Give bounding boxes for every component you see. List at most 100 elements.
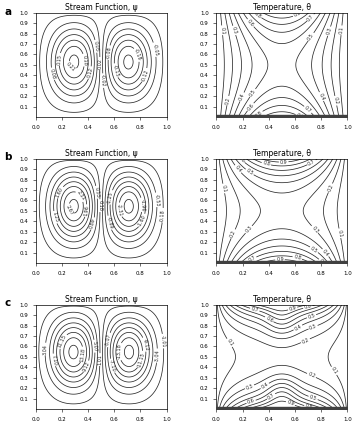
Text: 0.1: 0.1 — [339, 26, 344, 35]
Title: Stream Function, ψ: Stream Function, ψ — [65, 149, 137, 158]
Text: 0.4: 0.4 — [318, 92, 325, 101]
Text: 5.07: 5.07 — [92, 340, 98, 352]
Text: 0.7: 0.7 — [266, 392, 276, 400]
Text: 0.1: 0.1 — [330, 366, 338, 375]
Text: 0.1: 0.1 — [221, 184, 227, 193]
Text: 0.3: 0.3 — [244, 225, 253, 234]
Text: -0.89: -0.89 — [105, 216, 113, 230]
Text: 0.3: 0.3 — [231, 26, 238, 35]
Text: 0.5: 0.5 — [309, 245, 319, 254]
Text: 9.12: 9.12 — [82, 361, 91, 373]
Text: -13.18: -13.18 — [117, 344, 122, 360]
Text: -0.15: -0.15 — [111, 64, 119, 77]
Text: -2.31: -2.31 — [116, 203, 123, 216]
Text: 0.89: 0.89 — [89, 218, 97, 230]
Text: 0.4: 0.4 — [321, 248, 330, 257]
Text: 0.18: 0.18 — [97, 200, 102, 211]
Text: -7.10: -7.10 — [108, 359, 116, 373]
Text: -0.18: -0.18 — [133, 48, 142, 61]
Text: 0.6: 0.6 — [265, 315, 274, 323]
Text: -1.01: -1.01 — [160, 335, 166, 348]
Title: Stream Function, ψ: Stream Function, ψ — [65, 295, 137, 304]
Text: 0.12: 0.12 — [87, 67, 94, 78]
Text: 0.1: 0.1 — [226, 338, 234, 348]
Text: 0.2: 0.2 — [326, 183, 334, 193]
Text: 1.96: 1.96 — [83, 205, 90, 216]
Title: Temperature, θ: Temperature, θ — [253, 149, 311, 158]
Text: 0.4: 0.4 — [260, 382, 269, 390]
Text: 0.2: 0.2 — [225, 96, 231, 105]
Text: 0.02: 0.02 — [97, 58, 102, 69]
Text: 0.8: 0.8 — [253, 11, 262, 19]
Text: -0.53: -0.53 — [154, 193, 160, 206]
Text: 0.2: 0.2 — [229, 229, 237, 239]
Text: 0.05: 0.05 — [93, 40, 100, 52]
Text: 0.18: 0.18 — [81, 55, 87, 66]
Title: Temperature, θ: Temperature, θ — [253, 295, 311, 304]
Title: Stream Function, ψ: Stream Function, ψ — [65, 3, 137, 12]
Text: 0.7: 0.7 — [303, 105, 313, 114]
Text: 0.8: 0.8 — [304, 304, 312, 311]
Text: 0.08: 0.08 — [49, 68, 56, 80]
Text: -3.04: -3.04 — [154, 349, 160, 362]
Text: 0.7: 0.7 — [306, 13, 315, 22]
Text: 0.6: 0.6 — [247, 398, 256, 406]
Text: 1.60: 1.60 — [55, 186, 64, 198]
Text: 0.6: 0.6 — [318, 258, 327, 267]
Text: 0.5: 0.5 — [245, 168, 254, 176]
Text: -1.60: -1.60 — [137, 214, 147, 227]
Text: 0.9: 0.9 — [280, 159, 287, 165]
Text: 0.2: 0.2 — [301, 337, 310, 345]
Text: 0.8: 0.8 — [293, 254, 302, 261]
Text: -0.02: -0.02 — [100, 74, 106, 87]
Text: 0.7: 0.7 — [247, 255, 257, 263]
Text: 0.3: 0.3 — [245, 383, 254, 391]
Text: 0.3: 0.3 — [309, 323, 318, 331]
Text: 0.5: 0.5 — [307, 32, 315, 41]
Text: 0.15: 0.15 — [56, 54, 62, 65]
Text: 0.3: 0.3 — [326, 27, 333, 36]
Text: -1.25: -1.25 — [107, 190, 114, 204]
Text: 0.9: 0.9 — [293, 11, 302, 18]
Text: 0.3: 0.3 — [310, 225, 319, 234]
Text: 13.18: 13.18 — [79, 347, 86, 362]
Text: 2.31: 2.31 — [75, 190, 86, 202]
Text: 0.5: 0.5 — [307, 313, 316, 320]
Text: -0.18: -0.18 — [160, 209, 166, 222]
Text: 0.6: 0.6 — [246, 18, 255, 28]
Text: 0.1: 0.1 — [219, 26, 225, 35]
Text: -9.12: -9.12 — [141, 338, 149, 351]
Text: 2.67: 2.67 — [65, 204, 74, 216]
Text: 11.15: 11.15 — [57, 334, 67, 348]
Text: 0.8: 0.8 — [262, 161, 271, 167]
Text: 3.04: 3.04 — [43, 343, 48, 354]
Text: 0.6: 0.6 — [237, 155, 246, 164]
Text: 0.5: 0.5 — [309, 394, 318, 402]
Text: 0.7: 0.7 — [307, 158, 316, 167]
Title: Temperature, θ: Temperature, θ — [253, 3, 311, 12]
Text: 0.4: 0.4 — [293, 323, 303, 331]
Text: 0.2: 0.2 — [333, 96, 339, 105]
Text: 0.2: 0.2 — [307, 371, 316, 379]
Text: -1.96: -1.96 — [139, 199, 145, 211]
Text: c: c — [4, 299, 11, 308]
Text: 0.4: 0.4 — [238, 92, 246, 101]
Text: 0.53: 0.53 — [94, 187, 100, 198]
Text: 7.10: 7.10 — [50, 354, 57, 366]
Text: 0.21: 0.21 — [65, 62, 77, 73]
Text: -0.12: -0.12 — [141, 68, 150, 82]
Text: -11.15: -11.15 — [137, 351, 146, 368]
Text: 0.8: 0.8 — [254, 110, 263, 118]
Text: 0.4: 0.4 — [233, 164, 242, 174]
Text: 0.7: 0.7 — [250, 306, 259, 313]
Text: 1.01: 1.01 — [97, 354, 102, 365]
Text: 0.9: 0.9 — [286, 400, 295, 407]
Text: -5.07: -5.07 — [105, 333, 112, 346]
Text: 0.6: 0.6 — [246, 102, 255, 112]
Text: 0.5: 0.5 — [248, 88, 257, 98]
Text: 0.9: 0.9 — [276, 257, 284, 262]
Text: 0.1: 0.1 — [337, 229, 343, 238]
Text: -0.05: -0.05 — [151, 43, 159, 56]
Text: -0.08: -0.08 — [105, 46, 112, 59]
Text: a: a — [4, 6, 11, 17]
